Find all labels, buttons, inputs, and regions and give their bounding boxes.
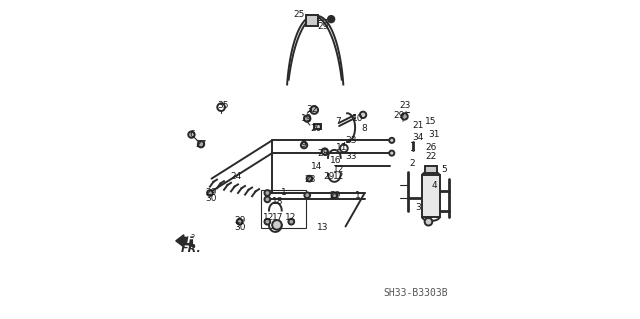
Circle shape bbox=[305, 192, 310, 198]
Bar bbox=[424, 166, 437, 173]
Text: SH33-B3303B: SH33-B3303B bbox=[383, 288, 448, 299]
Text: 23: 23 bbox=[400, 101, 411, 110]
Circle shape bbox=[289, 219, 294, 225]
Bar bbox=[307, 15, 318, 26]
Bar bbox=[261, 190, 306, 228]
Circle shape bbox=[237, 219, 243, 225]
Circle shape bbox=[207, 190, 213, 196]
Text: 12: 12 bbox=[285, 213, 296, 222]
Text: 1: 1 bbox=[282, 188, 287, 197]
Text: 12: 12 bbox=[262, 213, 274, 222]
Text: 30: 30 bbox=[234, 223, 245, 232]
Circle shape bbox=[264, 219, 270, 225]
Text: 20: 20 bbox=[310, 124, 322, 133]
Text: 1: 1 bbox=[355, 191, 360, 200]
Text: 26: 26 bbox=[426, 143, 436, 152]
Text: 6: 6 bbox=[189, 130, 195, 139]
Text: 21: 21 bbox=[413, 121, 424, 130]
Circle shape bbox=[301, 142, 307, 148]
Text: 29: 29 bbox=[394, 111, 404, 120]
Circle shape bbox=[307, 176, 312, 182]
Text: 12: 12 bbox=[333, 172, 344, 181]
Text: 17: 17 bbox=[272, 213, 284, 222]
Circle shape bbox=[401, 113, 408, 120]
Text: 33: 33 bbox=[346, 137, 357, 145]
Text: 34: 34 bbox=[413, 133, 424, 142]
Text: 14: 14 bbox=[310, 162, 322, 171]
Text: 29: 29 bbox=[205, 188, 216, 197]
Circle shape bbox=[424, 218, 432, 226]
Text: 9: 9 bbox=[301, 140, 307, 149]
Circle shape bbox=[332, 192, 337, 198]
Text: 7: 7 bbox=[335, 117, 341, 126]
Text: 18: 18 bbox=[272, 197, 284, 206]
Text: FR.: FR. bbox=[181, 244, 202, 254]
Text: 28: 28 bbox=[317, 149, 328, 158]
Bar bbox=[314, 124, 321, 129]
Circle shape bbox=[310, 106, 318, 114]
Circle shape bbox=[389, 151, 394, 156]
Text: 8: 8 bbox=[361, 124, 367, 133]
Text: 22: 22 bbox=[426, 152, 436, 161]
Text: 31: 31 bbox=[428, 130, 440, 139]
Text: 28: 28 bbox=[304, 175, 316, 184]
Text: 32: 32 bbox=[307, 105, 317, 114]
Text: 11: 11 bbox=[336, 143, 348, 152]
Text: 12: 12 bbox=[333, 165, 344, 174]
Text: 29: 29 bbox=[234, 216, 245, 225]
Circle shape bbox=[272, 220, 282, 230]
Circle shape bbox=[198, 141, 204, 147]
Text: 33: 33 bbox=[346, 152, 357, 161]
Text: 29: 29 bbox=[323, 172, 335, 181]
Text: 4: 4 bbox=[431, 181, 437, 190]
Text: 24: 24 bbox=[231, 172, 242, 181]
Circle shape bbox=[188, 131, 195, 138]
Text: 35: 35 bbox=[218, 101, 229, 110]
Text: 16: 16 bbox=[330, 156, 341, 165]
Circle shape bbox=[304, 115, 310, 122]
Text: 29: 29 bbox=[330, 191, 341, 200]
Text: 3: 3 bbox=[415, 204, 421, 212]
FancyArrow shape bbox=[176, 235, 193, 247]
Text: 13: 13 bbox=[317, 223, 328, 232]
Text: 30: 30 bbox=[205, 194, 217, 203]
Circle shape bbox=[264, 190, 270, 196]
Text: 25: 25 bbox=[294, 10, 305, 19]
Text: 2: 2 bbox=[409, 159, 415, 168]
Text: 10: 10 bbox=[352, 114, 364, 123]
Bar bbox=[422, 175, 440, 217]
Text: 19: 19 bbox=[301, 114, 312, 123]
Text: 29: 29 bbox=[317, 22, 328, 31]
Text: 5: 5 bbox=[441, 165, 447, 174]
Circle shape bbox=[321, 148, 328, 155]
Text: FR.: FR. bbox=[187, 235, 206, 245]
Circle shape bbox=[264, 197, 270, 202]
Circle shape bbox=[328, 16, 334, 22]
Text: 15: 15 bbox=[425, 117, 436, 126]
Text: 27: 27 bbox=[196, 140, 207, 149]
Circle shape bbox=[360, 112, 366, 118]
Circle shape bbox=[389, 138, 394, 143]
